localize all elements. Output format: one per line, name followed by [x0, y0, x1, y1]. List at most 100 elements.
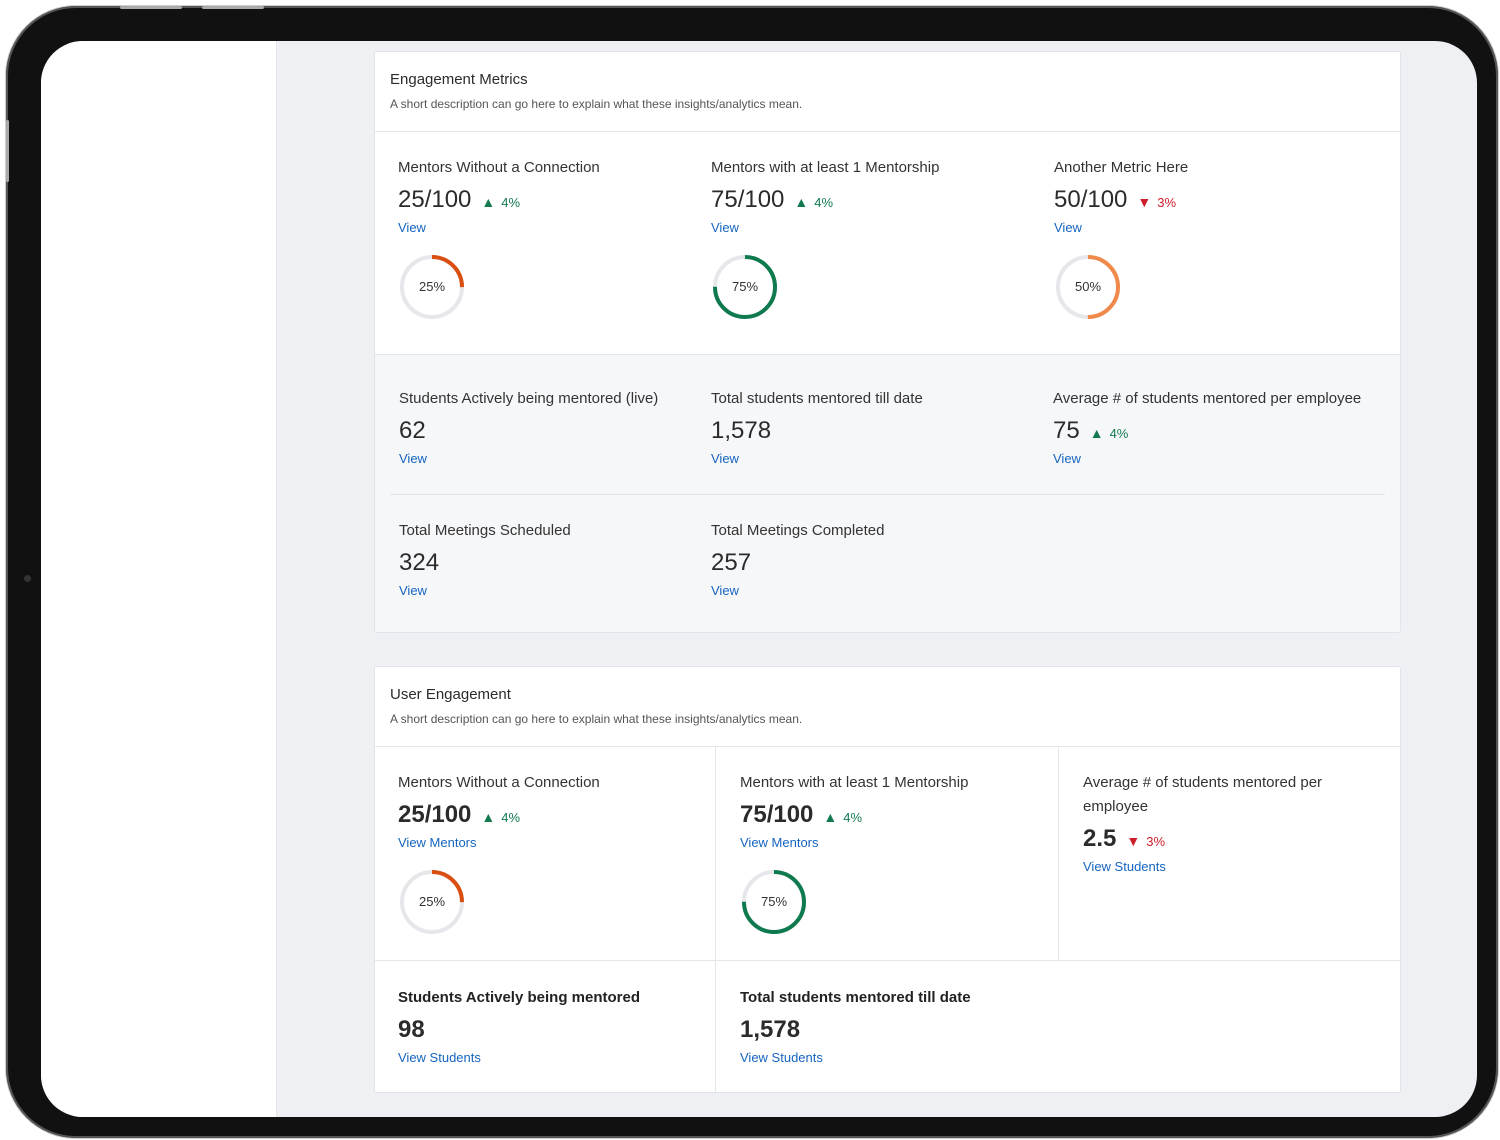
metric-label: Average # of students mentored per emplo… [1083, 774, 1323, 815]
screen: Engagement Metrics A short description c… [41, 41, 1477, 1117]
view-mentors-link[interactable]: View Mentors [398, 835, 477, 850]
stat-value: 257 [711, 549, 752, 576]
stat-label: Total Meetings Scheduled [399, 522, 571, 539]
triangle-up-icon: ▲ [481, 194, 496, 210]
metric-row: 25/100 ▲ 4% [398, 186, 600, 214]
triangle-up-icon: ▲ [794, 194, 809, 210]
view-link[interactable]: View [711, 451, 739, 466]
delta-badge: ▲ 4% [481, 194, 520, 210]
donut-label: 25% [418, 279, 446, 294]
delta-badge: ▲ 4% [823, 809, 862, 825]
delta-badge: ▼ 3% [1126, 833, 1165, 849]
stats-area: Students Actively being mentored (live) … [375, 354, 1400, 632]
metric-row: 1,578 [711, 417, 923, 445]
card-title: Engagement Metrics [390, 71, 528, 88]
stat-value: 1,578 [740, 1016, 801, 1043]
ue-mentors-without-connection: Mentors Without a Connection 25/100 ▲ 4% … [398, 771, 600, 936]
view-students-link[interactable]: View Students [1083, 859, 1166, 874]
metric-label: Mentors with at least 1 Mentorship [711, 159, 940, 176]
donut-label: 75% [760, 894, 788, 909]
metric-value: 75/100 [711, 186, 785, 213]
triangle-up-icon: ▲ [481, 809, 496, 825]
volume-button [202, 6, 264, 9]
volume-button [120, 6, 182, 9]
metric-label: Mentors Without a Connection [398, 774, 600, 791]
column-divider [1058, 747, 1059, 961]
stat-average-students: Average # of students mentored per emplo… [1053, 387, 1361, 466]
donut-progress-arc [713, 255, 777, 319]
progress-donut: 25% [398, 868, 466, 936]
engagement-metrics-card: Engagement Metrics A short description c… [374, 51, 1401, 633]
stat-label: Total Meetings Completed [711, 522, 885, 539]
ue-students-active: Students Actively being mentored 98 View… [398, 986, 640, 1065]
triangle-up-icon: ▲ [823, 809, 838, 825]
view-link[interactable]: View [711, 583, 739, 598]
metric-row: 25/100 ▲ 4% [398, 801, 600, 829]
metric-row: 324 [399, 549, 571, 577]
metric-another: Another Metric Here 50/100 ▼ 3% View 50% [1054, 156, 1188, 321]
delta-value: 4% [1109, 425, 1129, 441]
stat-value: 98 [398, 1016, 425, 1043]
stat-meetings-completed: Total Meetings Completed 257 View [711, 519, 884, 598]
metric-row: 75 ▲ 4% [1053, 417, 1361, 445]
donut-progress-arc [400, 870, 464, 934]
metric-value: 25/100 [398, 186, 472, 213]
metric-value: 25/100 [398, 801, 472, 828]
stat-label: Students Actively being mentored (live) [399, 390, 659, 407]
delta-badge: ▼ 3% [1137, 194, 1176, 210]
metric-row: 62 [399, 417, 658, 445]
triangle-down-icon: ▼ [1126, 833, 1141, 849]
delta-value: 3% [1146, 833, 1166, 849]
donut-progress-arc [742, 870, 806, 934]
power-button [6, 120, 9, 182]
ue-average-students: Average # of students mentored per emplo… [1083, 771, 1373, 874]
stat-students-active: Students Actively being mentored (live) … [399, 387, 658, 466]
metric-label: Another Metric Here [1054, 159, 1189, 176]
metric-label: Mentors Without a Connection [398, 159, 600, 176]
card-description: A short description can go here to expla… [390, 97, 803, 111]
user-engagement-card: User Engagement A short description can … [374, 666, 1401, 1093]
view-link[interactable]: View [399, 451, 427, 466]
view-students-link[interactable]: View Students [740, 1050, 823, 1065]
card-header: User Engagement A short description can … [375, 667, 1400, 747]
triangle-up-icon: ▲ [1089, 425, 1104, 441]
stat-label: Average # of students mentored per emplo… [1053, 390, 1362, 407]
metric-value: 2.5 [1083, 825, 1117, 852]
camera [24, 575, 31, 582]
view-link[interactable]: View [1054, 220, 1082, 235]
delta-value: 4% [814, 194, 834, 210]
ue-total-students: Total students mentored till date 1,578 … [740, 986, 971, 1065]
donut-progress-arc [1056, 255, 1120, 319]
progress-donut: 50% [1054, 253, 1122, 321]
tablet-frame: Engagement Metrics A short description c… [6, 6, 1498, 1138]
column-divider [715, 747, 716, 1092]
row-divider [375, 960, 1400, 961]
stat-value: 62 [399, 417, 426, 444]
stat-meetings-scheduled: Total Meetings Scheduled 324 View [399, 519, 571, 598]
view-link[interactable]: View [398, 220, 426, 235]
progress-donut: 75% [740, 868, 808, 936]
delta-badge: ▲ 4% [794, 194, 833, 210]
stat-value: 324 [399, 549, 440, 576]
metric-mentors-with-mentorship: Mentors with at least 1 Mentorship 75/10… [711, 156, 939, 321]
view-link[interactable]: View [399, 583, 427, 598]
metric-label: Mentors with at least 1 Mentorship [740, 774, 969, 791]
donut-progress-arc [400, 255, 464, 319]
delta-badge: ▲ 4% [1090, 425, 1129, 441]
donut-label: 25% [418, 894, 446, 909]
metric-row: 2.5 ▼ 3% [1083, 825, 1373, 853]
view-mentors-link[interactable]: View Mentors [740, 835, 819, 850]
sidebar [41, 41, 277, 1117]
view-link[interactable]: View [1053, 451, 1081, 466]
view-students-link[interactable]: View Students [398, 1050, 481, 1065]
delta-value: 4% [501, 809, 521, 825]
stat-label: Students Actively being mentored [398, 989, 640, 1006]
stat-label: Total students mentored till date [740, 989, 971, 1006]
card-title: User Engagement [390, 686, 511, 703]
metric-value: 75/100 [740, 801, 814, 828]
view-link[interactable]: View [711, 220, 739, 235]
delta-value: 3% [1157, 194, 1177, 210]
card-description: A short description can go here to expla… [390, 712, 803, 726]
stat-label: Total students mentored till date [711, 390, 923, 407]
metric-mentors-without-connection: Mentors Without a Connection 25/100 ▲ 4% … [398, 156, 600, 321]
